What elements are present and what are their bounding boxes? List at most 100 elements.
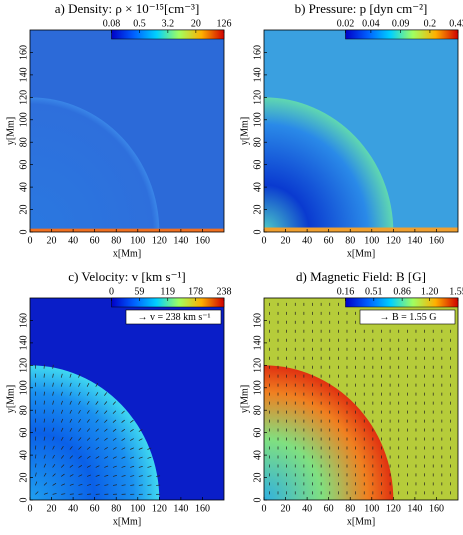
x-tick-label: 20: [281, 503, 291, 514]
colorbar-tick-label: 0.16: [337, 286, 355, 297]
vector-arrow: [35, 472, 37, 477]
vector-arrow: [52, 436, 55, 441]
vector-arrow: [78, 446, 82, 450]
x-tick-label: 0: [28, 503, 33, 514]
vector-arrow: [52, 493, 57, 495]
vector-arrow: [35, 463, 37, 468]
x-axis-label: x[Mm]: [113, 248, 141, 259]
vector-arrow: [86, 455, 91, 459]
colorbar-tick-label: 0: [109, 286, 114, 297]
vector-arrow: [147, 466, 152, 468]
x-tick-label: 120: [152, 503, 167, 514]
vector-arrow: [104, 419, 108, 423]
vector-arrow: [43, 427, 46, 432]
x-tick-label: 40: [302, 503, 312, 514]
y-tick-label: 40: [252, 182, 263, 192]
vector-arrow: [43, 391, 45, 396]
x-tick-label: 40: [302, 235, 312, 246]
vector-arrow: [138, 447, 143, 450]
x-tick-label: 140: [407, 235, 422, 246]
x-tick-label: 160: [429, 235, 444, 246]
vector-arrow: [121, 428, 126, 432]
legend-text: → B = 1.55 G: [379, 312, 436, 323]
vector-arrow: [78, 464, 83, 468]
vector-arrow: [61, 464, 65, 468]
vector-arrow: [121, 456, 126, 459]
vector-arrow: [86, 391, 90, 396]
vector-arrow: [112, 428, 117, 432]
y-tick-label: 160: [18, 45, 29, 60]
vector-arrow: [121, 475, 126, 477]
vector-arrow: [52, 409, 55, 414]
colorbar-tick-label: 0.2: [424, 18, 437, 29]
vector-arrow: [147, 475, 152, 477]
y-tick-label: 20: [252, 473, 263, 483]
vector-arrow: [86, 474, 91, 477]
y-tick-label: 120: [252, 358, 263, 373]
vector-arrow: [69, 493, 74, 495]
vector-arrow: [138, 429, 143, 432]
colorbar-tick-label: 59: [134, 286, 144, 297]
heatmap-strip: [264, 227, 458, 232]
vector-arrow: [43, 436, 46, 441]
vector-arrow: [60, 427, 64, 432]
vector-arrow: [78, 437, 82, 441]
y-axis-label: y[Mm]: [239, 385, 250, 413]
y-tick-label: 60: [252, 428, 263, 438]
y-tick-label: 0: [252, 498, 263, 503]
vector-arrow: [86, 437, 91, 441]
y-tick-label: 40: [18, 450, 29, 460]
vector-arrow: [52, 445, 55, 450]
vector-arrow: [52, 364, 54, 369]
vector-arrow: [121, 484, 126, 486]
vector-arrow: [78, 391, 81, 396]
vector-arrow: [86, 401, 90, 405]
vector-arrow: [95, 410, 99, 414]
vector-arrow: [43, 409, 46, 414]
vector-arrow: [95, 428, 99, 432]
vector-arrow: [43, 382, 45, 387]
vector-arrow: [104, 401, 108, 405]
colorbar-tick-label: 126: [217, 18, 232, 29]
x-tick-label: 60: [90, 503, 100, 514]
vector-arrow: [43, 472, 47, 477]
y-tick-label: 0: [18, 498, 29, 503]
y-tick-label: 60: [18, 160, 29, 170]
vector-arrow: [60, 445, 64, 450]
heatmap-region: [30, 97, 160, 232]
vector-arrow: [86, 382, 90, 387]
vector-arrow: [69, 427, 73, 432]
colorbar-tick-label: 119: [160, 286, 175, 297]
heatmap-strip: [30, 228, 224, 232]
x-tick-label: 0: [28, 235, 33, 246]
vector-arrow: [69, 474, 74, 477]
vector-arrow: [52, 373, 54, 378]
heatmap-region: [264, 97, 394, 232]
y-tick-label: 80: [18, 405, 29, 415]
x-tick-label: 40: [68, 235, 78, 246]
vector-arrow: [112, 456, 117, 459]
vector-arrow: [78, 474, 83, 477]
vector-arrow: [112, 465, 117, 468]
vector-arrow: [35, 481, 38, 486]
y-tick-label: 120: [18, 90, 29, 105]
y-tick-label: 40: [18, 182, 29, 192]
x-tick-label: 140: [173, 503, 188, 514]
x-tick-label: 20: [47, 235, 57, 246]
y-tick-label: 140: [18, 335, 29, 350]
vector-arrow: [43, 454, 46, 459]
vector-arrow: [43, 482, 48, 486]
vector-arrow: [52, 382, 54, 387]
x-tick-label: 160: [195, 235, 210, 246]
vector-arrow: [69, 391, 72, 396]
y-tick-label: 40: [252, 450, 263, 460]
y-axis-label: y[Mm]: [5, 117, 16, 145]
colorbar-tick-label: 238: [217, 286, 232, 297]
vector-arrow: [35, 454, 37, 459]
colorbar-tick-label: 1.55: [449, 286, 463, 297]
colorbar-tick-label: 20: [191, 18, 201, 29]
vector-arrow: [78, 419, 81, 423]
x-tick-label: 60: [324, 235, 334, 246]
y-tick-label: 20: [252, 205, 263, 215]
x-tick-label: 80: [111, 503, 121, 514]
